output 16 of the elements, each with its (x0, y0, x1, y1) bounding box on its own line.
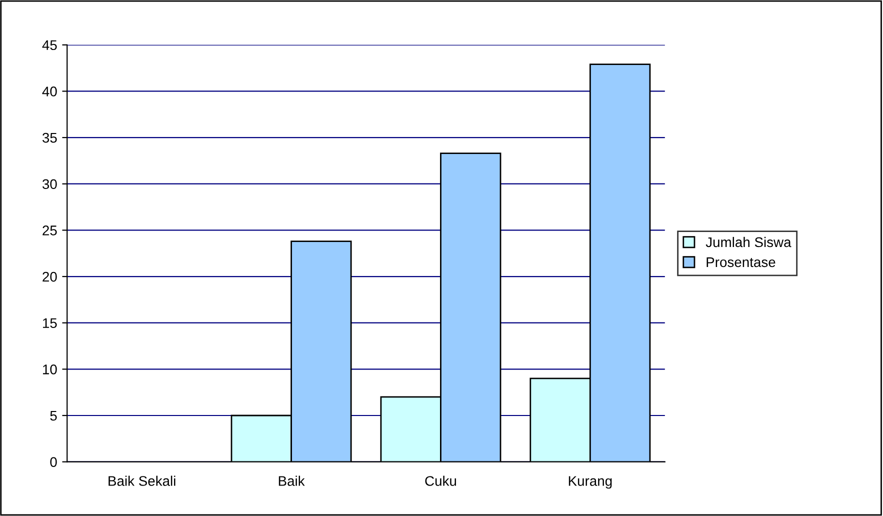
y-tick-label: 10 (43, 364, 57, 374)
y-tick-label: 5 (50, 410, 57, 421)
x-tick-label: Cuku (425, 476, 456, 486)
y-tick-label: 20 (42, 272, 57, 282)
y-tick-label: 40 (42, 86, 57, 96)
x-tick-label: Baik Sekali (108, 476, 176, 486)
y-tick-label: 0 (50, 457, 57, 467)
y-tick-label: 45 (42, 40, 57, 50)
legend-label: Jumlah Siswa (706, 236, 792, 248)
y-tick-label: 25 (42, 226, 57, 236)
y-tick-label: 30 (42, 179, 57, 190)
x-tick-label: Kurang (568, 476, 612, 489)
legend-label: Prosentase (706, 257, 776, 268)
y-tick-label: 15 (43, 318, 57, 328)
x-tick-label: Baik (278, 476, 305, 486)
y-tick-label: 35 (42, 132, 57, 143)
